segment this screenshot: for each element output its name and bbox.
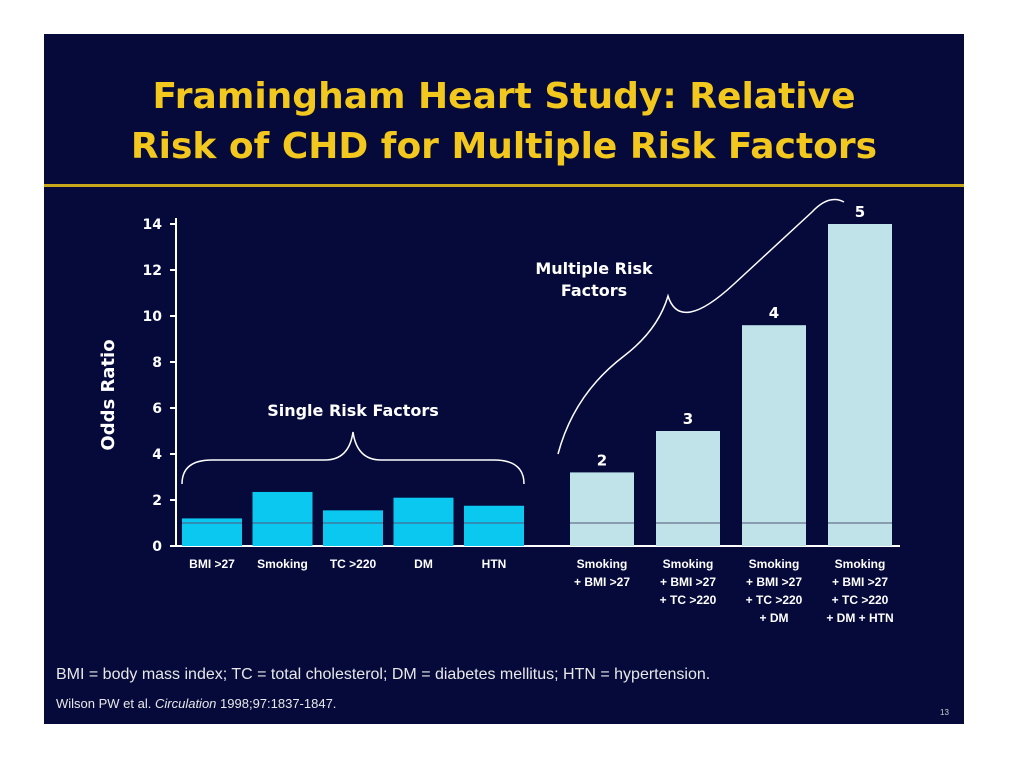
- bar-chart: 0 2 4 6 8 10 12 14 Odds Ratio BMI >27 Smoking TC >2…: [98, 198, 900, 625]
- x-category-label: Smoking: [663, 557, 714, 571]
- bar: [742, 325, 806, 546]
- y-tick-label: 2: [152, 493, 162, 509]
- bar-count-label: 3: [683, 410, 693, 428]
- x-category-label: + BMI >27: [574, 575, 630, 589]
- x-category-label: + BMI >27: [746, 575, 802, 589]
- single-risk-brace: [181, 431, 525, 485]
- group-label-multiple: Factors: [561, 281, 627, 300]
- title-line-2: Risk of CHD for Multiple Risk Factors: [130, 126, 878, 167]
- x-category-label: Smoking: [749, 557, 800, 571]
- slide-number: 13: [940, 708, 949, 717]
- x-category-label: + DM: [759, 611, 788, 625]
- x-category-label: + BMI >27: [660, 575, 716, 589]
- y-tick-label: 10: [143, 309, 163, 325]
- x-category-label: + TC >220: [746, 593, 803, 607]
- x-category-label: DM: [414, 557, 433, 571]
- x-category-label: TC >220: [330, 557, 377, 571]
- x-category-label: Smoking: [257, 557, 308, 571]
- group-label-multiple: Multiple Risk: [535, 259, 653, 278]
- multiple-risk-brace: [557, 198, 845, 455]
- x-category-label: BMI >27: [189, 557, 235, 571]
- slide-title: Framingham Heart Study: Relative Risk of…: [44, 72, 964, 172]
- group-label-single: Single Risk Factors: [267, 401, 439, 420]
- bar: [464, 505, 524, 546]
- bar: [656, 431, 720, 546]
- x-category-label: + DM + HTN: [826, 611, 893, 625]
- x-category-label: Smoking: [577, 557, 628, 571]
- bar: [570, 472, 634, 546]
- x-category-label: Smoking: [835, 557, 886, 571]
- footnote: BMI = body mass index; TC = total choles…: [56, 666, 711, 683]
- y-tick-label: 14: [143, 217, 163, 233]
- y-tick-label: 12: [143, 263, 162, 279]
- slide: Framingham Heart Study: Relative Risk of…: [44, 34, 964, 724]
- y-tick-label: 0: [152, 539, 162, 555]
- title-divider: [44, 184, 964, 187]
- citation-authors: Wilson PW et al.: [56, 696, 152, 711]
- citation-details: 1998;97:1837-1847.: [220, 696, 337, 711]
- citation: Wilson PW et al. Circulation 1998;97:183…: [56, 696, 336, 711]
- y-tick-label: 6: [152, 401, 162, 417]
- y-tick-label: 8: [152, 355, 162, 371]
- citation-journal: Circulation: [154, 696, 217, 711]
- bar-count-label: 4: [769, 304, 779, 322]
- bar: [828, 224, 892, 546]
- x-category-label: HTN: [482, 557, 507, 571]
- x-category-label: + BMI >27: [832, 575, 888, 589]
- bar: [393, 497, 454, 546]
- x-category-label: + TC >220: [660, 593, 717, 607]
- y-tick-label: 4: [152, 447, 162, 463]
- x-category-label: + TC >220: [832, 593, 889, 607]
- title-line-1: Framingham Heart Study: Relative: [152, 76, 856, 117]
- bar-count-label: 2: [597, 451, 607, 469]
- bar: [252, 491, 313, 546]
- bar: [323, 510, 383, 546]
- y-axis-title: Odds Ratio: [98, 339, 119, 450]
- bar-count-label: 5: [855, 203, 865, 221]
